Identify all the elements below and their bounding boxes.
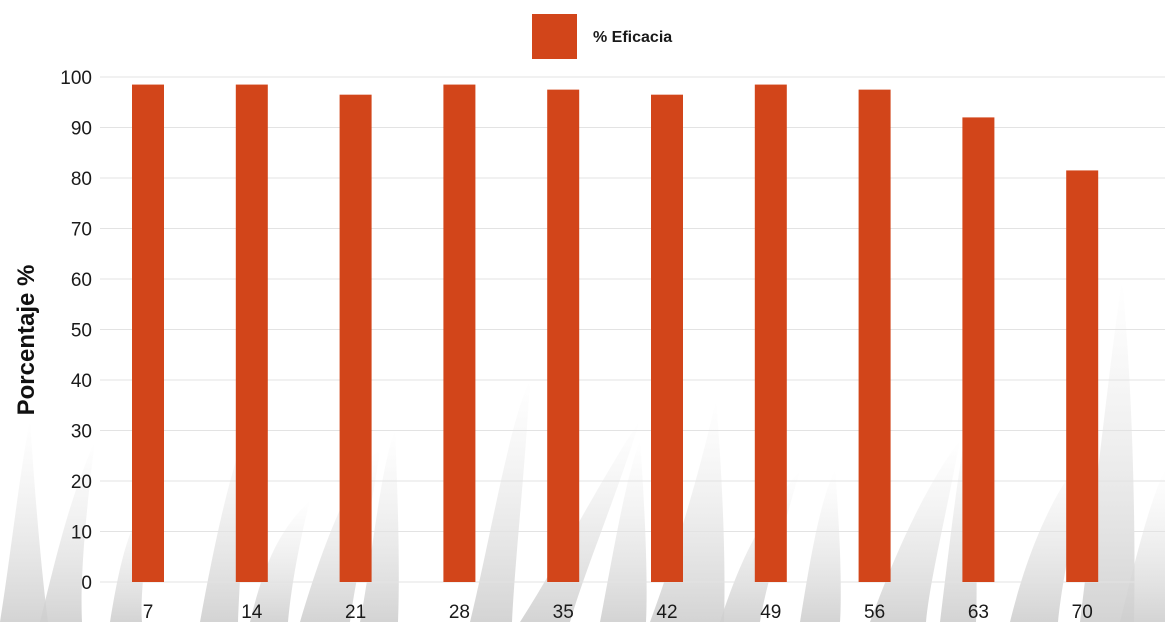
x-tick-label: 42 — [656, 602, 677, 622]
y-tick-label: 0 — [81, 573, 92, 594]
legend-swatch — [532, 14, 577, 59]
y-tick-label: 100 — [60, 68, 92, 89]
y-tick-label: 80 — [71, 169, 92, 190]
y-axis-ticks: 0 10 20 30 40 50 60 70 80 90 100 — [60, 68, 92, 594]
y-tick-label: 20 — [71, 472, 92, 493]
bar — [651, 94, 683, 583]
grass-blade — [650, 400, 725, 622]
x-axis-ticks: 7 14 21 28 35 42 49 56 63 70 — [143, 602, 1093, 622]
y-tick-label: 70 — [71, 220, 92, 241]
bar — [443, 84, 476, 582]
x-tick-label: 56 — [864, 602, 885, 622]
x-tick-label: 21 — [345, 602, 366, 622]
bar — [962, 117, 995, 583]
x-tick-label: 70 — [1072, 602, 1093, 622]
grass-blade — [40, 440, 95, 622]
grass-blade — [800, 470, 841, 622]
x-tick-label: 63 — [968, 602, 989, 622]
y-tick-label: 90 — [71, 119, 92, 140]
x-tick-label: 35 — [553, 602, 574, 622]
bar — [1066, 170, 1099, 583]
bar — [754, 84, 787, 582]
bar — [547, 89, 580, 582]
y-tick-label: 10 — [71, 523, 92, 544]
x-tick-label: 28 — [449, 602, 470, 622]
bar — [132, 84, 164, 582]
bar — [858, 89, 891, 582]
bars — [132, 84, 1099, 583]
grass-blade — [1120, 470, 1165, 622]
bar — [235, 84, 268, 582]
bar — [339, 94, 372, 583]
y-tick-label: 60 — [71, 270, 92, 291]
grass-blade — [250, 500, 310, 622]
chart-legend: % Eficacia — [532, 14, 672, 59]
y-axis-label: Porcentaje % — [13, 265, 40, 416]
legend-label: % Eficacia — [593, 29, 672, 46]
x-tick-label: 7 — [143, 602, 154, 622]
x-tick-label: 14 — [241, 602, 263, 622]
grass-blade — [470, 380, 530, 622]
x-tick-label: 49 — [760, 602, 781, 622]
grass-blade — [520, 420, 640, 622]
grass-blade — [0, 420, 48, 622]
y-tick-label: 50 — [71, 321, 92, 342]
y-tick-label: 40 — [71, 371, 92, 392]
y-tick-label: 30 — [71, 422, 92, 443]
